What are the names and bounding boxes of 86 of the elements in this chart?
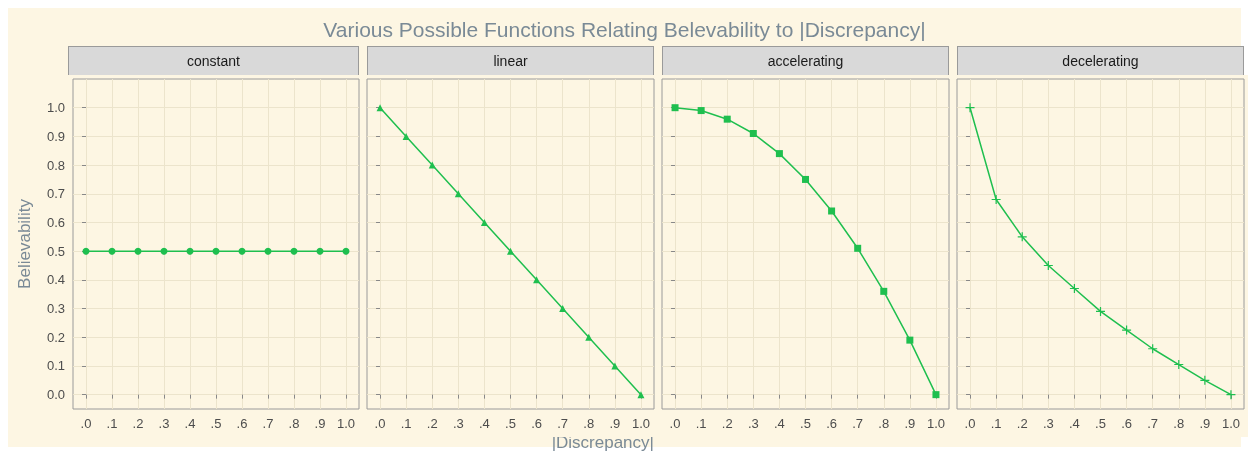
chart-title: linear: [367, 46, 654, 75]
x-tick-label: .4: [478, 416, 490, 431]
point: [637, 391, 645, 399]
x-tick-label: .6: [531, 416, 543, 431]
x-tick-label: .6: [826, 416, 838, 431]
point: [991, 194, 1002, 205]
y-tick-label: 0.7: [46, 186, 65, 202]
y-tick-label: 0.6: [46, 214, 65, 230]
x-tick-label: .0: [374, 416, 386, 431]
point: [1225, 389, 1237, 400]
y-tick-label: 0.2: [46, 329, 65, 345]
point: [697, 107, 705, 115]
point: [828, 207, 836, 215]
text: Various Possible Functions Relating Belevability to |Discrepancy|: [323, 18, 926, 41]
x-tick-label: .1: [400, 416, 412, 431]
x-tick-label: .1: [106, 416, 118, 431]
x-tick-label: .2: [426, 416, 438, 431]
x-tick-label: .7: [1147, 416, 1159, 431]
point: [585, 333, 593, 341]
chart-title: decelerating: [957, 46, 1244, 75]
x-tick-label: .5: [210, 416, 222, 431]
y-tick-label: 1.0: [46, 100, 65, 116]
x-tick-label: .0: [80, 416, 92, 431]
x-tick-label: 1.0: [926, 416, 945, 431]
x-tick-label: .8: [583, 416, 595, 431]
point: [749, 130, 757, 138]
x-tick-label: .9: [609, 416, 621, 431]
x-tick-label: .8: [1173, 416, 1185, 431]
point: [906, 336, 914, 344]
x-tick-label: .9: [314, 416, 326, 431]
y-tick-label: 0.4: [46, 272, 65, 288]
y-tick-label: 0.1: [46, 358, 65, 374]
x-tick-label: 1.0: [1221, 416, 1240, 431]
point: [723, 115, 731, 123]
x-tick-label: .2: [1016, 416, 1028, 431]
point: [932, 391, 940, 399]
x-tick-label: .7: [852, 416, 864, 431]
x-tick-label: .0: [964, 416, 976, 431]
x-tick-label: .3: [158, 416, 170, 431]
point: [480, 218, 488, 226]
x-tick-label: .9: [1199, 416, 1211, 431]
point: [428, 161, 436, 169]
y-axis-title: Believability: [15, 198, 34, 289]
x-tick-label: .6: [236, 416, 248, 431]
x-tick-label: .9: [904, 416, 916, 431]
x-tick-label: .1: [990, 416, 1002, 431]
y-tick-label: 0.8: [46, 157, 65, 173]
y-tick-label: 0.3: [46, 301, 65, 317]
point: [880, 287, 888, 295]
point: [402, 132, 410, 140]
x-tick-label: .8: [288, 416, 300, 431]
x-tick-label: .4: [1068, 416, 1080, 431]
x-tick-label: .3: [452, 416, 464, 431]
point: [854, 244, 862, 252]
x-tick-label: .5: [800, 416, 811, 431]
point: [376, 104, 384, 112]
x-tick-label: 1.0: [631, 416, 650, 431]
y-tick-label: 0.9: [46, 128, 65, 144]
x-tick-label: .4: [773, 416, 785, 431]
x-tick-label: .4: [184, 416, 196, 431]
point: [559, 305, 567, 313]
x-tick-label: .7: [557, 416, 569, 431]
point: [964, 102, 976, 113]
x-tick-label: .1: [695, 416, 707, 431]
x-tick-label: 1.0: [336, 416, 356, 431]
x-tick-label: .2: [721, 416, 733, 431]
x-tick-label: .5: [1095, 416, 1106, 431]
point: [1199, 375, 1210, 386]
point: [1121, 324, 1132, 336]
x-tick-label: .7: [262, 416, 274, 431]
x-tick-label: .2: [132, 416, 144, 431]
chart-title: constant: [68, 46, 359, 75]
x-axis-title: |Discrepancy|: [550, 433, 655, 453]
x-tick-label: .0: [669, 416, 681, 431]
x-tick-label: .3: [747, 416, 759, 431]
x-tick-label: .3: [1042, 416, 1054, 431]
x-tick-label: .5: [505, 416, 516, 431]
x-tick-label: .6: [1121, 416, 1133, 431]
point: [507, 247, 514, 255]
point: [671, 104, 679, 112]
y-tick-label: 0.5: [46, 243, 65, 259]
x-tick-label: .8: [878, 416, 890, 431]
point: [775, 150, 783, 158]
point: [802, 175, 809, 183]
y-tick-label: 0.0: [46, 387, 65, 403]
chart-title: accelerating: [662, 46, 949, 75]
